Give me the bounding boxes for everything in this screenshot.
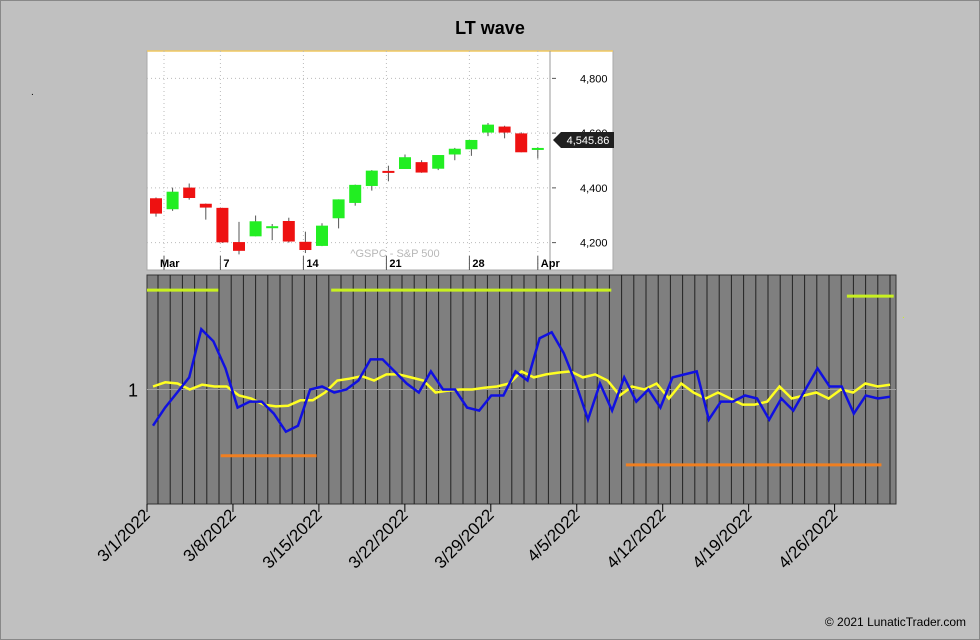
wave-average-line	[152, 369, 891, 408]
candle-body	[482, 124, 494, 133]
candle-body	[365, 170, 378, 186]
candle-body	[399, 157, 411, 169]
price-y-tick-label: 4,400	[580, 183, 608, 195]
candle-body	[183, 187, 196, 199]
candle-body	[465, 139, 478, 150]
candle-body	[199, 203, 212, 208]
candle-body	[531, 147, 544, 150]
price-x-tick-label: Apr	[541, 258, 561, 270]
wave-line	[151, 326, 891, 434]
wave-x-tick-label: 4/26/2022	[775, 505, 842, 572]
last-price-marker: 4,545.86	[553, 132, 614, 148]
candle-body	[432, 155, 445, 169]
price-y-tick-label: 4,800	[580, 73, 608, 85]
wave-x-tick-label: 3/1/2022	[94, 505, 154, 565]
candle-body	[299, 241, 312, 251]
candle-body	[150, 198, 162, 214]
price-x-tick-label: 14	[306, 258, 319, 270]
price-x-tick-label: 7	[223, 258, 229, 270]
wave-x-tick-label: 3/8/2022	[180, 505, 240, 565]
candle-body	[448, 148, 461, 155]
stray-dot-mark: .	[31, 87, 34, 98]
candle-body	[515, 133, 528, 153]
wave-x-tick-label: 4/5/2022	[523, 505, 583, 565]
last-price-label: 4,545.86	[567, 135, 610, 147]
candle-body	[216, 207, 229, 243]
price-watermark: ^GSPC - S&P 500	[350, 248, 439, 260]
copyright-credit: © 2021 LunaticTrader.com	[824, 615, 966, 629]
candle-body	[166, 191, 179, 210]
candle-body	[282, 220, 295, 242]
candle-body	[415, 162, 428, 173]
candle-body	[349, 184, 362, 203]
candle-body	[316, 225, 328, 246]
chart-title: LT wave	[455, 18, 525, 38]
wave-x-tick-label: 3/29/2022	[431, 505, 498, 572]
band-end-dot: .	[902, 310, 905, 321]
candle-body	[498, 126, 511, 133]
price-x-tick-label: 28	[472, 258, 484, 270]
wave-x-tick-label: 3/22/2022	[345, 505, 412, 572]
candle-body	[332, 199, 345, 219]
wave-y-tick-label: 1	[128, 381, 138, 401]
price-x-tick-label: Mar	[160, 258, 180, 270]
price-y-tick-label: 4,200	[580, 238, 608, 250]
price-x-tick-label: 21	[389, 258, 401, 270]
wave-x-tick-label: 4/12/2022	[603, 505, 670, 572]
wave-x-tick-label: 4/19/2022	[689, 505, 756, 572]
candle-body	[249, 221, 262, 237]
wave-x-tick-label: 3/15/2022	[259, 505, 326, 572]
candle-body	[382, 170, 395, 173]
candle-body	[233, 242, 245, 251]
candle-body	[266, 226, 279, 229]
